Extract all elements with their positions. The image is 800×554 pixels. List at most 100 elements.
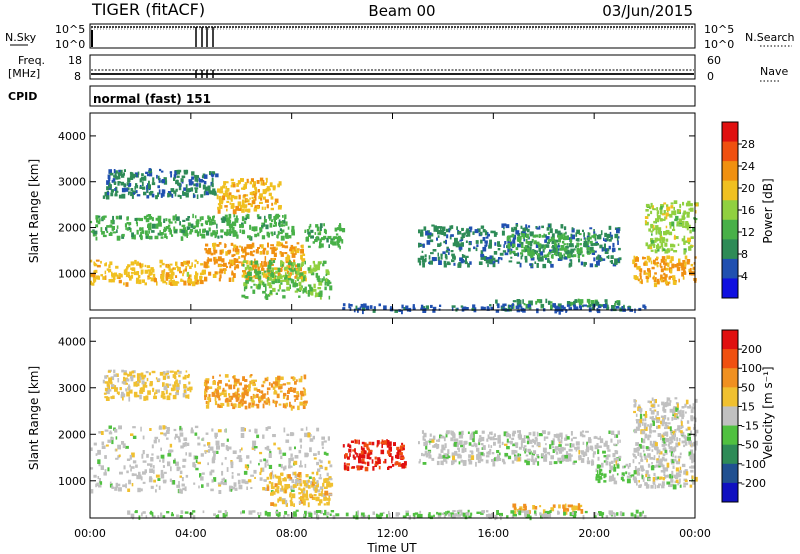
heatmap-cell — [274, 390, 277, 395]
heatmap-cell — [128, 479, 132, 485]
heatmap-cell — [593, 257, 596, 262]
heatmap-cell — [362, 309, 364, 315]
heatmap-cell — [115, 170, 118, 174]
heatmap-cell — [360, 515, 363, 518]
heatmap-cell — [678, 438, 681, 442]
heatmap-cell — [513, 506, 516, 510]
heatmap-cell — [105, 444, 109, 447]
heatmap-cell — [247, 203, 251, 206]
heatmap-cell — [672, 453, 675, 458]
heatmap-cell — [136, 194, 141, 197]
heatmap-cell — [445, 453, 448, 457]
heatmap-cell — [210, 488, 214, 492]
heatmap-cell — [476, 454, 479, 458]
heatmap-cell — [140, 231, 143, 236]
heatmap-cell — [90, 230, 95, 233]
heatmap-cell — [303, 483, 308, 487]
heatmap-cell — [257, 283, 261, 287]
heatmap-cell — [440, 435, 445, 439]
heatmap-cell — [472, 433, 475, 438]
heatmap-cell — [589, 227, 593, 230]
heatmap-cell — [474, 229, 479, 234]
heatmap-cell — [308, 512, 312, 517]
heatmap-cell — [287, 474, 291, 479]
heatmap-cell — [572, 245, 574, 248]
heatmap-cell — [543, 457, 548, 462]
heatmap-cell — [659, 458, 663, 462]
heatmap-cell — [230, 205, 235, 209]
heatmap-cell — [479, 435, 482, 438]
heatmap-cell — [490, 230, 493, 234]
heatmap-cell — [194, 425, 199, 429]
heatmap-cell — [633, 263, 638, 268]
heatmap-cell — [108, 379, 112, 384]
heatmap-cell — [214, 401, 218, 406]
heatmap-cell — [578, 301, 583, 306]
heatmap-cell — [641, 279, 643, 285]
heatmap-cell — [260, 227, 263, 232]
heatmap-cell — [607, 449, 611, 452]
heatmap-cell — [663, 272, 666, 276]
heatmap-cell — [661, 481, 665, 486]
heatmap-cell — [459, 454, 462, 459]
heatmap-cell — [272, 278, 275, 281]
heatmap-cell — [121, 187, 126, 193]
heatmap-cell — [675, 479, 679, 483]
heatmap-cell — [355, 511, 358, 517]
heatmap-cell — [215, 173, 219, 178]
heatmap-cell — [574, 245, 577, 248]
heatmap-cell — [512, 300, 517, 303]
heatmap-cell — [523, 508, 526, 512]
heatmap-cell — [123, 183, 126, 188]
heatmap-cell — [299, 483, 303, 487]
heatmap-cell — [261, 261, 263, 266]
heatmap-cell — [321, 279, 324, 282]
heatmap-cell — [173, 371, 178, 375]
heatmap-cell — [691, 457, 696, 462]
heatmap-cell — [587, 236, 590, 240]
heatmap-cell — [460, 444, 464, 448]
heatmap-cell — [573, 254, 577, 258]
heatmap-cell — [639, 452, 642, 458]
heatmap-cell — [320, 243, 324, 248]
heatmap-cell — [666, 204, 669, 207]
colorbar-tick-label: 100 — [741, 362, 762, 375]
heatmap-cell — [558, 309, 561, 315]
heatmap-cell — [250, 260, 253, 266]
heatmap-cell — [312, 260, 315, 264]
heatmap-cell — [321, 237, 325, 241]
heatmap-cell — [293, 395, 298, 398]
heatmap-cell — [278, 383, 282, 387]
heatmap-cell — [211, 458, 216, 464]
heatmap-cell — [650, 242, 653, 246]
heatmap-cell — [660, 415, 665, 418]
heatmap-cell — [100, 260, 102, 264]
heatmap-cell — [685, 399, 689, 405]
heatmap-cell — [126, 216, 129, 221]
heatmap-cell — [299, 438, 303, 443]
heatmap-cell — [241, 249, 244, 252]
heatmap-cell — [230, 461, 234, 465]
heatmap-cell — [282, 295, 286, 299]
heatmap-cell — [525, 233, 529, 239]
heatmap-cell — [268, 284, 273, 289]
heatmap-cell — [603, 304, 607, 308]
heatmap-cell — [169, 370, 174, 373]
heatmap-cell — [352, 454, 355, 458]
heatmap-cell — [671, 474, 674, 479]
heatmap-cell — [263, 400, 267, 404]
heatmap-cell — [462, 461, 467, 466]
heatmap-cell — [133, 173, 137, 177]
heatmap-cell — [290, 376, 293, 379]
heatmap-cell — [303, 400, 308, 404]
heatmap-cell — [292, 471, 294, 476]
heatmap-cell — [420, 232, 424, 237]
heatmap-cell — [669, 449, 672, 453]
heatmap-cell — [671, 263, 675, 269]
heatmap-cell — [309, 290, 312, 295]
heatmap-cell — [512, 229, 515, 233]
heatmap-cell — [307, 289, 311, 295]
heatmap-cell — [266, 445, 270, 451]
heatmap-cell — [295, 246, 297, 249]
heatmap-cell — [131, 375, 134, 380]
